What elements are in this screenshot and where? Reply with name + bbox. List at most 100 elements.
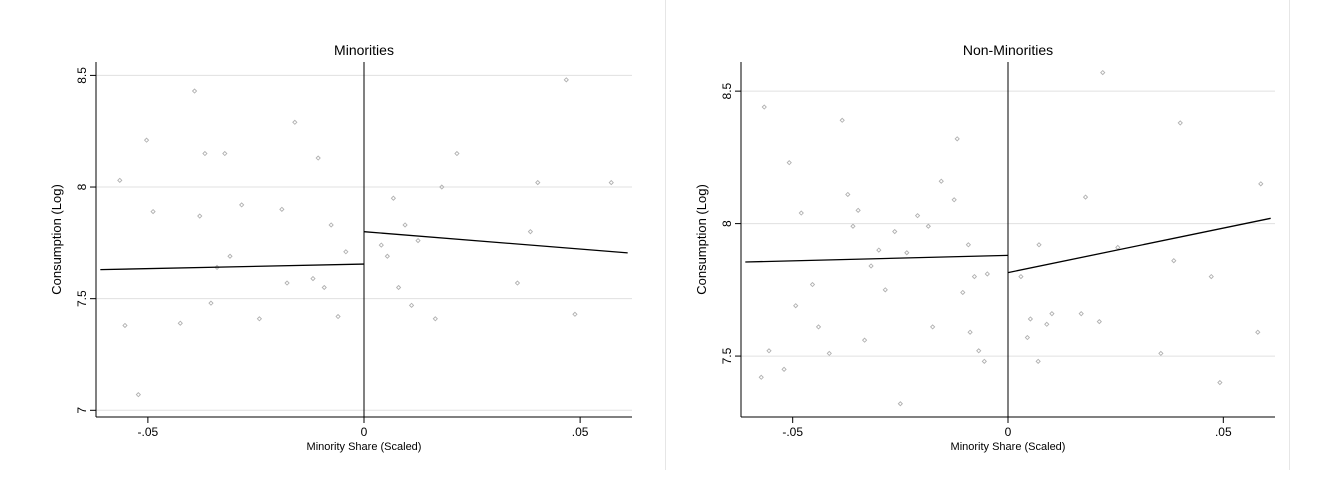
chart-1-x-tick-label-2: .05 bbox=[1215, 425, 1232, 439]
chart-1-point-47 bbox=[1171, 258, 1177, 264]
chart-0-point-7 bbox=[197, 213, 203, 219]
chart-1-y-tick-label-2: 8.5 bbox=[720, 82, 734, 99]
chart-0-y-tick-label-0: 7 bbox=[75, 407, 89, 414]
chart-0-y-axis-label: Consumption (Log) bbox=[49, 184, 64, 295]
chart-1-point-19 bbox=[897, 401, 903, 407]
chart-0-point-15 bbox=[279, 206, 285, 212]
chart-0-y-tick-label-3: 8.5 bbox=[75, 67, 89, 84]
chart-1-point-52 bbox=[1258, 181, 1264, 187]
chart-1-point-10 bbox=[839, 117, 845, 123]
chart-0-point-28 bbox=[402, 222, 408, 228]
non-minorities-chart-panel: 7.5 8 8.5 -.05 0 .05 Non-Minorities Minority Sh… bbox=[666, 0, 1331, 486]
chart-0-y-tick-label-2: 8 bbox=[75, 183, 89, 190]
chart-1-point-27 bbox=[960, 289, 966, 296]
chart-0-point-35 bbox=[527, 229, 534, 235]
chart-1-fit-line-0 bbox=[745, 254, 1009, 263]
chart-1-x-tick-label-1: 0 bbox=[1005, 425, 1012, 439]
chart-1-point-7 bbox=[809, 281, 816, 288]
chart-0-point-37 bbox=[563, 77, 569, 83]
chart-0-point-12 bbox=[227, 253, 233, 259]
chart-0-point-27 bbox=[395, 284, 402, 291]
chart-1-y-axis-label: Consumption (Log) bbox=[694, 184, 709, 295]
chart-1-y-tick-label-1: 8 bbox=[720, 220, 734, 227]
chart-1-point-26 bbox=[954, 136, 960, 142]
chart-1-point-49 bbox=[1208, 273, 1214, 280]
chart-1-point-24 bbox=[938, 178, 944, 184]
chart-1-point-41 bbox=[1078, 311, 1084, 317]
chart-1-point-51 bbox=[1255, 329, 1261, 335]
chart-0-point-24 bbox=[378, 242, 384, 248]
chart-1-point-48 bbox=[1177, 120, 1183, 126]
chart-1-point-8 bbox=[815, 324, 822, 330]
chart-0-point-30 bbox=[415, 237, 421, 244]
chart-1-point-38 bbox=[1036, 242, 1042, 248]
chart-0-point-6 bbox=[191, 88, 198, 94]
chart-0-point-23 bbox=[343, 249, 349, 255]
chart-0-point-26 bbox=[390, 195, 397, 201]
chart-0-point-1 bbox=[122, 322, 128, 329]
chart-1-point-43 bbox=[1096, 318, 1102, 325]
chart-1-point-50 bbox=[1217, 379, 1223, 386]
chart-1-fit-line-1 bbox=[1007, 217, 1271, 274]
chart-1-point-12 bbox=[850, 223, 856, 229]
chart-1-point-37 bbox=[1035, 358, 1041, 365]
chart-0-point-14 bbox=[256, 316, 263, 322]
chart-1-point-30 bbox=[971, 273, 978, 280]
chart-0-point-13 bbox=[239, 202, 245, 208]
chart-1-point-4 bbox=[786, 160, 792, 166]
chart-1-point-34 bbox=[1018, 273, 1024, 280]
chart-1-point-46 bbox=[1158, 350, 1164, 357]
chart-0-point-33 bbox=[454, 150, 460, 157]
minorities-scatter-chart: 7 7.5 8 8.5 -.05 0 .05 Minorities Minority Share… bbox=[49, 0, 666, 470]
chart-0-x-tick-label-1: 0 bbox=[361, 425, 368, 439]
chart-1-point-16 bbox=[876, 247, 882, 253]
chart-0-point-29 bbox=[408, 302, 415, 309]
chart-0-point-19 bbox=[315, 155, 321, 161]
chart-0-point-18 bbox=[310, 275, 316, 282]
chart-1-point-25 bbox=[951, 197, 957, 203]
chart-0-point-39 bbox=[608, 179, 614, 186]
chart-1-point-1 bbox=[761, 104, 767, 110]
chart-1-point-3 bbox=[781, 366, 787, 372]
chart-0-point-4 bbox=[150, 208, 156, 215]
chart-1-point-2 bbox=[766, 348, 772, 354]
chart-1-point-18 bbox=[892, 228, 898, 235]
chart-0-point-32 bbox=[439, 184, 445, 190]
chart-0-title: Minorities bbox=[334, 42, 394, 58]
chart-0-point-16 bbox=[284, 280, 290, 286]
chart-1-point-32 bbox=[981, 358, 987, 365]
chart-0-point-22 bbox=[335, 313, 341, 320]
minorities-chart-panel: 7 7.5 8 8.5 -.05 0 .05 Minorities Minority Share… bbox=[49, 0, 666, 470]
non-minorities-scatter-chart: 7.5 8 8.5 -.05 0 .05 Non-Minorities Minority Sh… bbox=[694, 0, 1290, 470]
chart-1-point-31 bbox=[976, 348, 982, 354]
chart-1-point-33 bbox=[984, 271, 990, 277]
chart-0-point-25 bbox=[384, 253, 390, 259]
chart-1-point-9 bbox=[826, 350, 832, 357]
chart-1-point-22 bbox=[925, 223, 931, 229]
chart-1-point-29 bbox=[967, 329, 973, 335]
chart-0-point-5 bbox=[177, 320, 183, 326]
chart-0-point-34 bbox=[514, 280, 521, 286]
chart-0-point-2 bbox=[135, 392, 141, 398]
chart-0-x-tick-label-0: -.05 bbox=[138, 425, 159, 439]
chart-1-x-axis-label: Minority Share (Scaled) bbox=[951, 441, 1066, 453]
chart-1-point-23 bbox=[930, 324, 936, 330]
chart-0-point-36 bbox=[535, 179, 541, 186]
chart-1-point-28 bbox=[965, 242, 972, 248]
chart-1-point-5 bbox=[793, 303, 799, 309]
chart-1-point-21 bbox=[914, 213, 921, 219]
chart-1-point-6 bbox=[798, 210, 804, 216]
chart-1-point-17 bbox=[882, 287, 888, 293]
chart-0-fit-line-1 bbox=[363, 231, 628, 254]
chart-1-point-0 bbox=[758, 374, 764, 380]
chart-0-point-38 bbox=[572, 311, 578, 317]
chart-1-point-11 bbox=[845, 191, 851, 198]
chart-1-y-tick-label-0: 7.5 bbox=[720, 347, 734, 364]
chart-0-point-9 bbox=[208, 300, 214, 306]
chart-1-point-42 bbox=[1082, 194, 1089, 200]
chart-1-point-39 bbox=[1044, 321, 1050, 327]
chart-0-point-3 bbox=[143, 137, 150, 143]
chart-1-point-15 bbox=[868, 263, 874, 269]
chart-0-y-tick-label-1: 7.5 bbox=[75, 290, 89, 307]
chart-0-point-20 bbox=[321, 284, 327, 291]
